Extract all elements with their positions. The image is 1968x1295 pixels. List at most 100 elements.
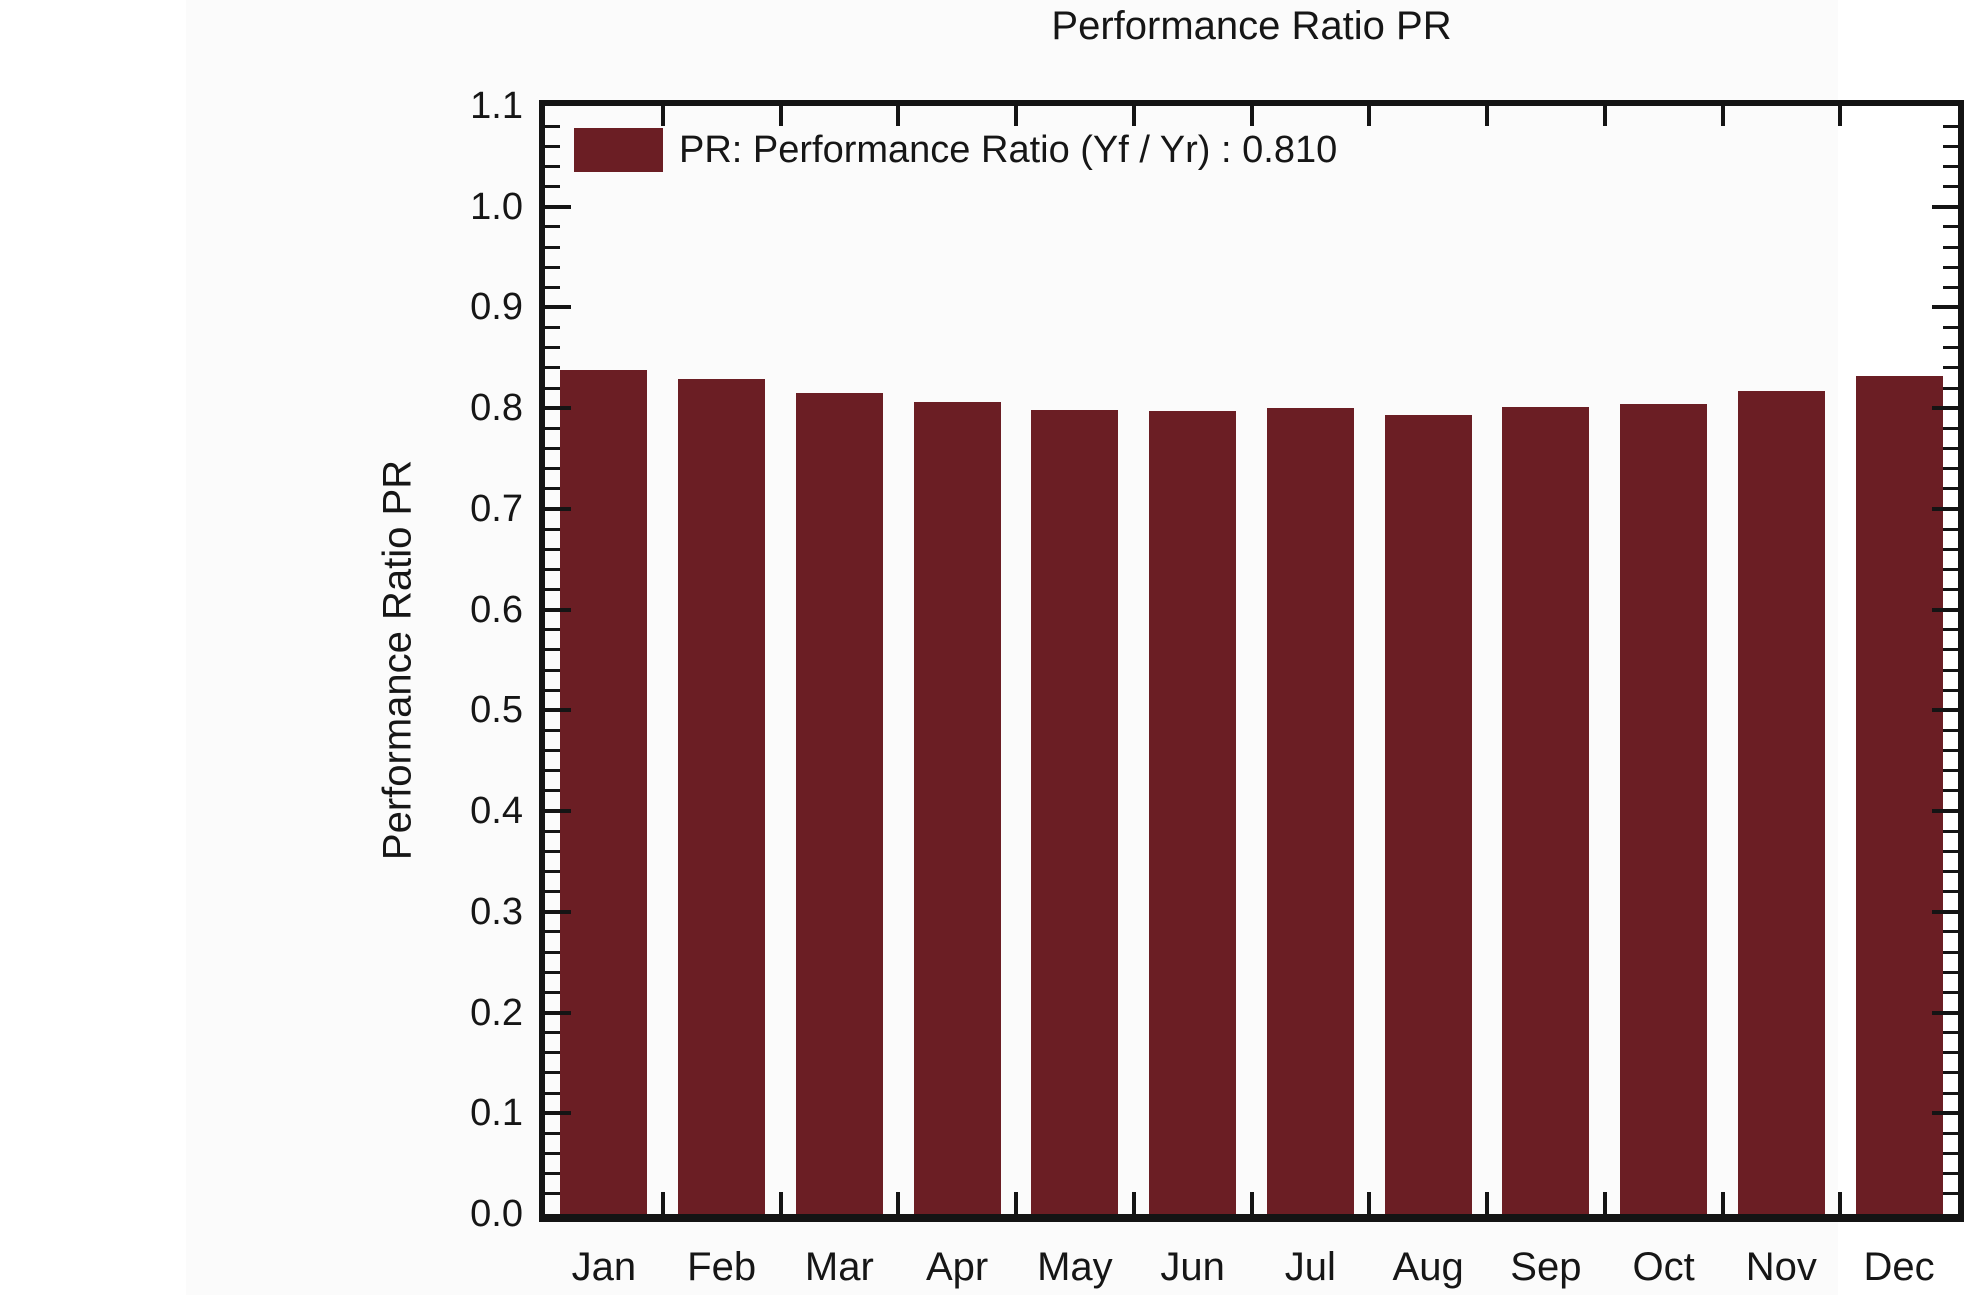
y-minor-tick: [1943, 970, 1958, 974]
y-minor-tick: [1943, 950, 1958, 954]
y-minor-tick: [545, 366, 560, 370]
x-tick: [1131, 1192, 1136, 1214]
y-major-tick: [545, 909, 571, 914]
y-tick-label: 0.8: [470, 387, 523, 430]
y-minor-tick: [1943, 124, 1958, 128]
y-minor-tick: [545, 487, 560, 491]
bar-slot-feb: [663, 106, 781, 1214]
y-major-tick: [1932, 607, 1958, 612]
y-minor-tick: [545, 648, 560, 652]
x-tick: [1367, 106, 1372, 126]
y-axis-tick-labels: 0.0 0.1 0.2 0.3 0.4 0.5 0.6 0.7 0.8 0.9 1.0 1.1: [186, 0, 523, 1295]
figure-panel: Performance Ratio PR Performance Ratio P…: [186, 0, 1964, 1295]
y-major-tick: [545, 809, 571, 814]
y-major-tick: [1932, 506, 1958, 511]
y-minor-tick: [1943, 1172, 1958, 1176]
y-minor-tick: [545, 789, 560, 793]
x-tick: [778, 1192, 783, 1214]
x-tick-label-jul: Jul: [1284, 1245, 1336, 1289]
y-minor-tick: [1943, 990, 1958, 994]
y-major-tick: [545, 204, 571, 209]
x-tick-label-aug: Aug: [1392, 1245, 1464, 1289]
bar-slot-apr: [898, 106, 1016, 1214]
y-minor-tick: [545, 890, 560, 894]
y-minor-tick: [1943, 1152, 1958, 1156]
y-minor-tick: [1943, 386, 1958, 390]
bar-slot-jun: [1134, 106, 1252, 1214]
bar-slot-jan: [545, 106, 663, 1214]
y-minor-tick: [545, 124, 560, 128]
bar-feb: [678, 378, 766, 1214]
y-minor-tick: [1943, 547, 1958, 551]
bar-slot-dec: [1840, 106, 1958, 1214]
y-minor-tick: [1943, 245, 1958, 249]
y-minor-tick: [545, 326, 560, 330]
y-major-tick: [1932, 708, 1958, 713]
bar-sep: [1502, 407, 1590, 1214]
y-minor-tick: [545, 849, 560, 853]
y-tick-label: 1.0: [470, 185, 523, 228]
y-minor-tick: [1943, 1131, 1958, 1135]
x-tick: [1838, 1192, 1843, 1214]
y-minor-tick: [1943, 668, 1958, 672]
y-tick-label: 1.1: [470, 85, 523, 127]
y-minor-tick: [1943, 829, 1958, 833]
y-minor-tick: [1943, 688, 1958, 692]
y-minor-tick: [545, 567, 560, 571]
y-tick-label: 0.7: [470, 487, 523, 530]
bar-slot-mar: [781, 106, 899, 1214]
y-tick-label: 0.4: [470, 790, 523, 833]
y-minor-tick: [1943, 446, 1958, 450]
y-minor-tick: [1943, 185, 1958, 189]
bar-mar: [795, 393, 883, 1214]
x-tick: [896, 1192, 901, 1214]
x-tick-label-feb: Feb: [687, 1245, 757, 1289]
y-major-tick: [1932, 1010, 1958, 1015]
y-minor-tick: [1943, 1091, 1958, 1095]
bar-aug: [1384, 415, 1472, 1214]
y-minor-tick: [545, 668, 560, 672]
y-major-tick: [1932, 809, 1958, 814]
y-minor-tick: [1943, 1031, 1958, 1035]
x-tick-label-jun: Jun: [1160, 1245, 1225, 1289]
x-tick-label-apr: Apr: [926, 1245, 989, 1289]
y-minor-tick: [1943, 225, 1958, 229]
y-minor-tick: [1943, 749, 1958, 753]
x-tick: [1720, 1192, 1725, 1214]
x-tick: [1602, 106, 1607, 126]
y-minor-tick: [545, 426, 560, 430]
y-minor-tick: [1943, 144, 1958, 148]
bar-slot-oct: [1605, 106, 1723, 1214]
y-minor-tick: [545, 547, 560, 551]
y-minor-tick: [545, 950, 560, 954]
y-minor-tick: [1943, 487, 1958, 491]
y-tick-label: 0.1: [470, 1092, 523, 1135]
y-minor-tick: [545, 729, 560, 732]
y-minor-tick: [1943, 789, 1958, 793]
y-major-tick: [545, 607, 571, 612]
y-minor-tick: [545, 990, 560, 994]
x-tick-label-nov: Nov: [1745, 1245, 1817, 1289]
x-tick: [1249, 1192, 1254, 1214]
bar-may: [1031, 410, 1119, 1214]
y-minor-tick: [1943, 930, 1958, 934]
y-major-tick: [545, 1111, 571, 1116]
y-tick-label: 0.3: [470, 890, 523, 933]
y-minor-tick: [545, 1051, 560, 1055]
bar-jun: [1149, 411, 1237, 1214]
bar-slot-may: [1016, 106, 1134, 1214]
y-minor-tick: [545, 1091, 560, 1095]
x-tick: [1720, 106, 1725, 126]
x-tick-label-jan: Jan: [571, 1245, 637, 1289]
y-minor-tick: [545, 970, 560, 974]
y-minor-tick: [545, 1071, 560, 1075]
y-minor-tick: [545, 1131, 560, 1135]
y-tick-label: 0.5: [470, 689, 523, 732]
y-major-tick: [1932, 305, 1958, 310]
x-tick: [1014, 106, 1018, 126]
y-minor-tick: [1943, 527, 1958, 531]
x-tick: [1602, 1192, 1607, 1214]
y-major-tick: [545, 1010, 571, 1015]
x-tick: [896, 106, 901, 126]
y-minor-tick: [545, 225, 560, 229]
